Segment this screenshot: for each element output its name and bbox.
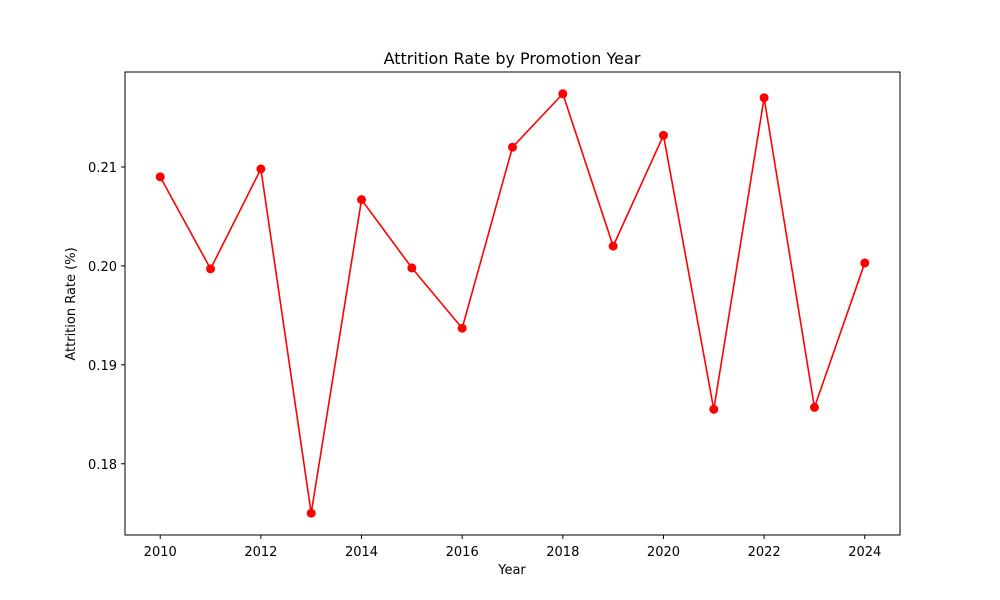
data-point-2013 xyxy=(306,508,316,518)
x-tick-label: 2010 xyxy=(144,545,177,560)
y-axis-label: Attrition Rate (%) xyxy=(64,247,79,360)
data-point-2016 xyxy=(457,323,467,333)
data-point-2012 xyxy=(256,164,266,174)
data-points xyxy=(155,89,870,518)
x-axis-ticks: 2010 2012 2014 2016 2018 2020 2022 2024 xyxy=(144,535,881,560)
x-tick-label: 2016 xyxy=(446,545,479,560)
y-tick-label: 0.21 xyxy=(88,161,117,176)
series-line xyxy=(159,92,866,514)
y-axis-ticks: 0.18 0.19 0.20 0.21 xyxy=(88,161,125,473)
data-point-2021 xyxy=(709,404,719,414)
data-point-2011 xyxy=(206,264,216,274)
chart-title: Attrition Rate by Promotion Year xyxy=(384,49,641,68)
x-tick-label: 2012 xyxy=(244,545,277,560)
data-point-2022 xyxy=(759,93,769,103)
x-axis-label: Year xyxy=(497,563,526,578)
x-tick-label: 2018 xyxy=(546,545,579,560)
y-tick-label: 0.18 xyxy=(88,458,117,473)
data-point-2010 xyxy=(155,172,165,182)
plot-area-frame xyxy=(124,71,901,536)
data-point-2017 xyxy=(508,142,517,152)
x-tick-label: 2022 xyxy=(748,545,781,560)
data-point-2024 xyxy=(860,258,870,268)
y-tick-label: 0.20 xyxy=(88,260,117,275)
data-point-2014 xyxy=(357,195,367,205)
data-point-2019 xyxy=(608,241,618,251)
x-tick-label: 2024 xyxy=(848,545,881,560)
data-point-2018 xyxy=(558,89,568,99)
x-tick-label: 2014 xyxy=(345,545,378,560)
data-point-2023 xyxy=(809,402,819,412)
data-point-2015 xyxy=(407,263,417,273)
x-tick-label: 2020 xyxy=(647,545,680,560)
y-tick-label: 0.19 xyxy=(88,359,117,374)
data-point-2020 xyxy=(658,130,668,140)
